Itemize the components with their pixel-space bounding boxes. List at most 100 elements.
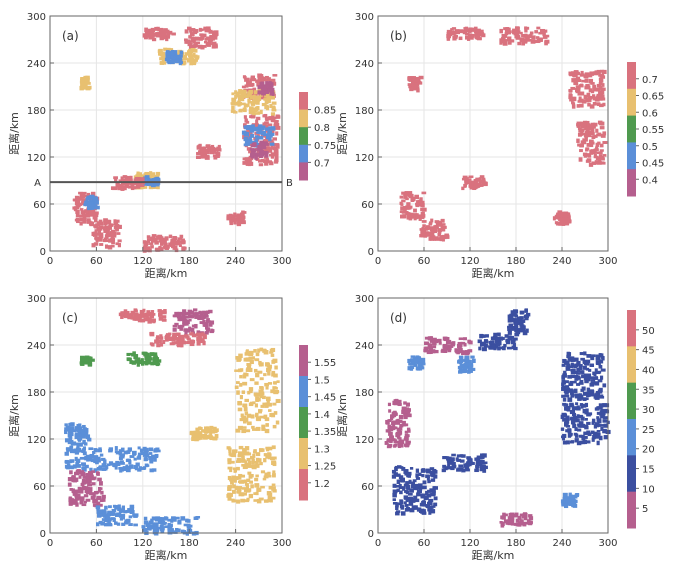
data-point [597, 389, 603, 394]
data-point [83, 500, 87, 504]
data-point [208, 309, 213, 314]
data-point [583, 94, 588, 100]
data-point [249, 359, 254, 365]
data-point [404, 472, 409, 476]
data-point [266, 363, 270, 368]
data-point [206, 318, 210, 322]
data-point [566, 387, 570, 391]
data-point [265, 446, 270, 450]
data-point [560, 212, 565, 218]
data-point [478, 179, 484, 183]
data-point [144, 36, 148, 40]
data-point [88, 211, 92, 214]
data-point [266, 491, 272, 496]
x-tick-label: 0 [47, 256, 53, 267]
data-point [263, 414, 268, 419]
data-point [246, 141, 251, 146]
data-point [523, 314, 528, 319]
data-point [87, 480, 92, 483]
data-point [271, 101, 277, 105]
data-point [236, 490, 241, 494]
data-point [238, 475, 242, 480]
data-point [154, 357, 160, 361]
data-point [391, 411, 397, 416]
data-point [593, 394, 599, 399]
data-point [575, 85, 581, 90]
data-point [141, 360, 147, 364]
data-point [251, 75, 255, 79]
data-point [420, 203, 425, 208]
data-point [96, 501, 101, 506]
data-point [96, 471, 100, 476]
data-point [81, 478, 86, 483]
data-point [267, 456, 272, 460]
data-point [111, 508, 117, 513]
data-point [260, 404, 265, 408]
colorbar-segment [627, 310, 636, 347]
data-point [476, 463, 481, 466]
data-point [591, 90, 595, 94]
data-point [90, 191, 96, 197]
data-point [190, 28, 196, 32]
data-point [516, 26, 520, 30]
colorbar-segment [627, 142, 636, 170]
data-point [264, 104, 269, 110]
data-point [86, 454, 91, 459]
data-point [212, 436, 218, 441]
data-point [602, 131, 607, 136]
data-point [238, 492, 244, 497]
data-point [418, 507, 422, 512]
data-point [179, 324, 185, 328]
data-point [587, 390, 591, 394]
data-point [146, 178, 151, 182]
data-point [563, 497, 567, 501]
data-point [200, 154, 204, 159]
data-point [403, 469, 409, 473]
data-point [114, 446, 118, 451]
data-point [207, 430, 211, 434]
data-point [140, 362, 145, 366]
data-point [406, 202, 411, 207]
data-point [94, 229, 98, 233]
data-point [84, 355, 90, 360]
data-point [235, 428, 241, 433]
data-point [70, 502, 76, 505]
data-point [253, 90, 258, 93]
data-point [69, 445, 74, 449]
data-point [129, 455, 135, 458]
data-point [243, 407, 248, 412]
y-tick-label: 0 [40, 529, 46, 540]
x-tick-label: 120 [460, 538, 479, 549]
data-point [181, 246, 186, 251]
data-point [456, 458, 462, 462]
data-point [264, 403, 269, 408]
data-point [601, 75, 606, 79]
data-point [464, 350, 469, 354]
data-point [564, 418, 568, 423]
data-point [68, 437, 73, 441]
data-point [599, 126, 605, 130]
data-point [433, 225, 438, 229]
data-point [481, 181, 486, 185]
data-point [461, 468, 466, 473]
data-point [117, 504, 121, 508]
data-point [588, 99, 592, 102]
colorbar-segment [627, 62, 636, 90]
data-point [72, 464, 77, 469]
data-point [202, 148, 206, 153]
colorbar-tick-label: 0.55 [642, 125, 664, 136]
data-point [72, 206, 77, 210]
data-point [415, 86, 420, 91]
data-point [504, 39, 508, 43]
data-point [255, 414, 259, 418]
data-point [481, 177, 486, 181]
data-point [429, 470, 434, 474]
data-point [513, 522, 517, 526]
data-point [579, 440, 583, 445]
data-point [245, 484, 250, 489]
data-point [261, 92, 266, 96]
data-point [255, 426, 261, 431]
data-point [260, 470, 266, 474]
data-point [64, 464, 68, 469]
data-point [482, 468, 487, 473]
